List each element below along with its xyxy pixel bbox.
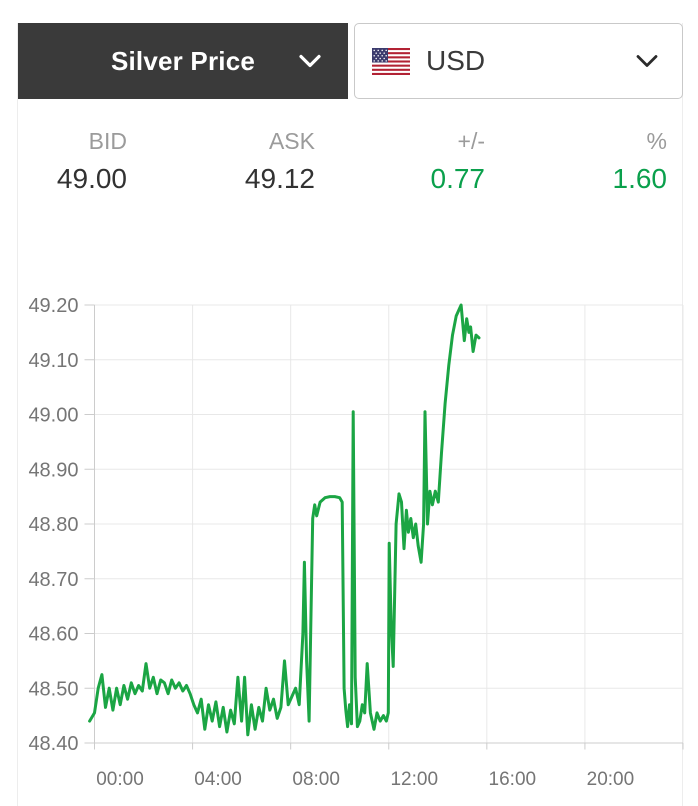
y-axis-label: 49.10 <box>28 350 78 372</box>
stat-value: 0.77 <box>430 163 486 194</box>
stat-value: 1.60 <box>612 163 668 194</box>
stat-label: % <box>646 128 667 154</box>
stat-label: ASK <box>268 128 315 154</box>
y-axis-label: 48.70 <box>28 569 78 591</box>
y-axis-label: 49.00 <box>28 405 78 427</box>
stats-row: BID 49.00 ASK 49.12 +/- 0.77 % 1.60 <box>18 130 683 210</box>
stat-cell-ask: ASK 49.12 <box>245 130 315 194</box>
stat-label: +/- <box>457 128 485 154</box>
x-axis-label: 16:00 <box>489 769 537 790</box>
y-axis-label: 48.90 <box>28 459 78 481</box>
product-dropdown[interactable]: Silver Price <box>18 23 348 99</box>
stat-cell-percent: % 1.60 <box>613 130 668 194</box>
stat-label: BID <box>88 128 127 154</box>
y-axis-label: 48.40 <box>28 733 78 755</box>
x-axis-label: 08:00 <box>292 769 340 790</box>
x-axis-label: 20:00 <box>587 769 635 790</box>
x-axis-label: 00:00 <box>96 769 144 790</box>
y-axis-label: 48.80 <box>28 514 78 536</box>
x-axis-label: 12:00 <box>390 769 438 790</box>
chevron-down-icon <box>636 55 658 67</box>
stat-cell-change: +/- 0.77 <box>431 130 486 194</box>
y-axis-label: 48.50 <box>28 678 78 700</box>
price-line <box>88 303 481 737</box>
currency-dropdown[interactable]: USD <box>354 23 683 99</box>
chevron-down-icon <box>299 54 321 68</box>
price-chart[interactable]: 49.20 49.10 49.00 48.90 48.80 48.70 48.60 48.50… <box>0 280 698 806</box>
stat-value: 49.12 <box>244 163 315 194</box>
stat-value: 49.00 <box>56 163 127 194</box>
stat-cell-bid: BID 49.00 <box>57 130 127 194</box>
currency-label: USD <box>426 45 486 76</box>
x-axis-label: 04:00 <box>194 769 242 790</box>
y-axis-label: 48.60 <box>28 624 78 646</box>
product-label: Silver Price <box>110 45 256 76</box>
y-axis-label: 49.20 <box>28 295 78 317</box>
us-flag-icon <box>372 47 410 75</box>
